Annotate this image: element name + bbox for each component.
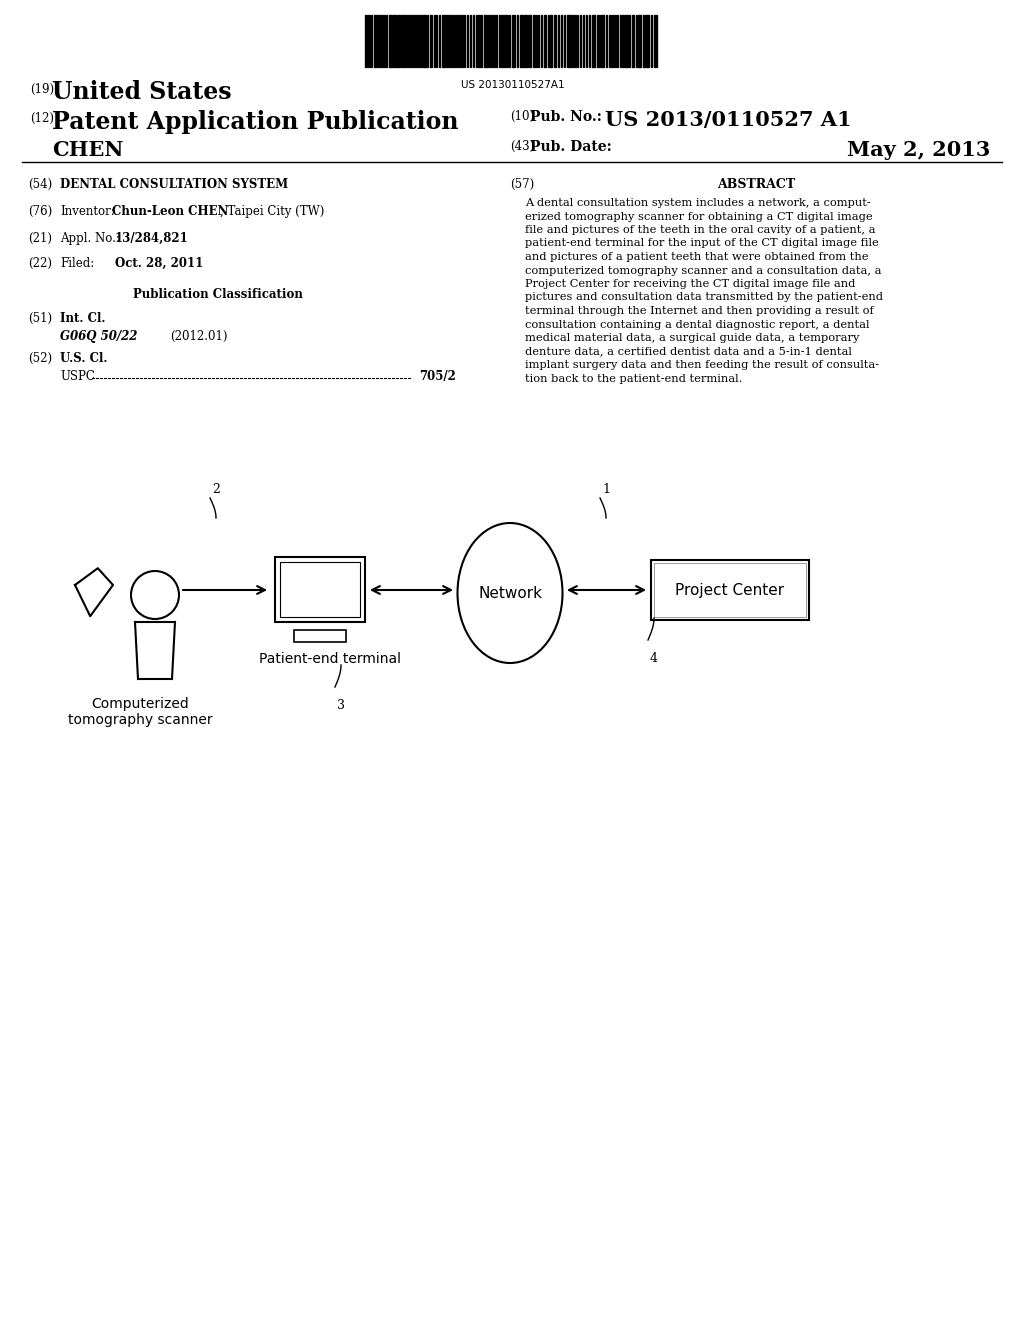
Text: 3: 3 [337, 700, 345, 711]
Text: (12): (12) [30, 112, 54, 125]
Bar [397, 15, 400, 67]
Text: terminal through the Internet and then providing a result of: terminal through the Internet and then p… [525, 306, 873, 315]
Text: (2012.01): (2012.01) [170, 330, 227, 343]
Text: (19): (19) [30, 83, 54, 96]
Bar [524, 15, 527, 67]
Bar [520, 15, 523, 67]
Bar [654, 564, 806, 616]
Text: (22): (22) [28, 257, 52, 271]
Text: computerized tomography scanner and a consultation data, a: computerized tomography scanner and a co… [525, 265, 882, 276]
Bar [430, 15, 432, 67]
Text: 2: 2 [212, 483, 220, 496]
Text: , Taipei City (TW): , Taipei City (TW) [220, 205, 325, 218]
Bar [643, 15, 645, 67]
Bar [550, 15, 552, 67]
Bar [484, 15, 487, 67]
Text: (43): (43) [510, 140, 535, 153]
Bar [622, 15, 624, 67]
Text: erized tomography scanner for obtaining a CT digital image: erized tomography scanner for obtaining … [525, 211, 872, 222]
Text: U.S. Cl.: U.S. Cl. [60, 352, 108, 366]
Text: G06Q 50/22: G06Q 50/22 [60, 330, 137, 343]
Bar [544, 15, 546, 67]
Bar [504, 15, 506, 67]
Bar [501, 15, 503, 67]
Text: 13/284,821: 13/284,821 [115, 232, 188, 246]
Bar [418, 15, 420, 67]
Text: Network: Network [478, 586, 542, 601]
Text: (57): (57) [510, 178, 535, 191]
Text: CHEN: CHEN [52, 140, 124, 160]
Text: Project Center for receiving the CT digital image file and: Project Center for receiving the CT digi… [525, 279, 855, 289]
Text: Pub. Date:: Pub. Date: [530, 140, 611, 154]
Bar [374, 15, 377, 67]
Bar [389, 15, 392, 67]
Text: US 2013/0110527 A1: US 2013/0110527 A1 [605, 110, 852, 129]
Bar [592, 15, 595, 67]
Text: file and pictures of the teeth in the oral cavity of a patient, a: file and pictures of the teeth in the or… [525, 224, 876, 235]
Bar [625, 15, 628, 67]
Bar [294, 630, 346, 642]
Text: Oct. 28, 2011: Oct. 28, 2011 [115, 257, 203, 271]
Text: May 2, 2013: May 2, 2013 [847, 140, 990, 160]
Bar [442, 15, 445, 67]
Text: Publication Classification: Publication Classification [133, 288, 303, 301]
Text: implant surgery data and then feeding the result of consulta-: implant surgery data and then feeding th… [525, 360, 880, 370]
Text: (54): (54) [28, 178, 52, 191]
Text: US 20130110527A1: US 20130110527A1 [461, 81, 564, 90]
Text: 1: 1 [602, 483, 610, 496]
Bar [403, 15, 406, 67]
Text: A dental consultation system includes a network, a comput-: A dental consultation system includes a … [525, 198, 870, 209]
Text: 4: 4 [650, 652, 658, 665]
Text: DENTAL CONSULTATION SYSTEM: DENTAL CONSULTATION SYSTEM [60, 178, 288, 191]
Text: denture data, a certified dentist data and a 5-in-1 dental: denture data, a certified dentist data a… [525, 346, 852, 356]
Text: Appl. No.:: Appl. No.: [60, 232, 120, 246]
Bar [446, 15, 449, 67]
Text: United States: United States [52, 81, 231, 104]
Text: USPC: USPC [60, 370, 95, 383]
Bar [534, 15, 535, 67]
Text: (21): (21) [28, 232, 52, 246]
Text: Computerized
tomography scanner: Computerized tomography scanner [68, 697, 212, 727]
Text: medical material data, a surgical guide data, a temporary: medical material data, a surgical guide … [525, 333, 859, 343]
Text: Project Center: Project Center [676, 582, 784, 598]
Bar [378, 15, 381, 67]
Bar [632, 15, 634, 67]
Bar [393, 15, 396, 67]
Bar [646, 15, 649, 67]
Bar [554, 15, 556, 67]
Text: Patient-end terminal: Patient-end terminal [259, 652, 401, 667]
Text: pictures and consultation data transmitted by the patient-end: pictures and consultation data transmitt… [525, 293, 883, 302]
Bar [638, 15, 641, 67]
Bar [567, 15, 570, 67]
Text: Chun-Leon CHEN: Chun-Leon CHEN [112, 205, 228, 218]
Bar [512, 15, 515, 67]
Text: tion back to the patient-end terminal.: tion back to the patient-end terminal. [525, 374, 742, 384]
Bar [478, 15, 480, 67]
Text: ABSTRACT: ABSTRACT [717, 178, 795, 191]
Bar [409, 15, 411, 67]
Text: Patent Application Publication: Patent Application Publication [52, 110, 459, 135]
Bar [423, 15, 426, 67]
Text: Int. Cl.: Int. Cl. [60, 312, 105, 325]
Text: patient-end terminal for the input of the CT digital image file: patient-end terminal for the input of th… [525, 239, 879, 248]
Text: (10): (10) [510, 110, 535, 123]
Bar [601, 15, 604, 67]
Bar [280, 562, 360, 616]
Text: consultation containing a dental diagnostic report, a dental: consultation containing a dental diagnos… [525, 319, 869, 330]
Text: 705/2: 705/2 [419, 370, 456, 383]
Text: (76): (76) [28, 205, 52, 218]
Text: Pub. No.:: Pub. No.: [530, 110, 602, 124]
Text: (51): (51) [28, 312, 52, 325]
Bar [651, 560, 809, 620]
Text: Filed:: Filed: [60, 257, 94, 271]
Text: Inventor:: Inventor: [60, 205, 115, 218]
Text: (52): (52) [28, 352, 52, 366]
Bar [275, 557, 365, 622]
Text: and pictures of a patient teeth that were obtained from the: and pictures of a patient teeth that wer… [525, 252, 868, 261]
